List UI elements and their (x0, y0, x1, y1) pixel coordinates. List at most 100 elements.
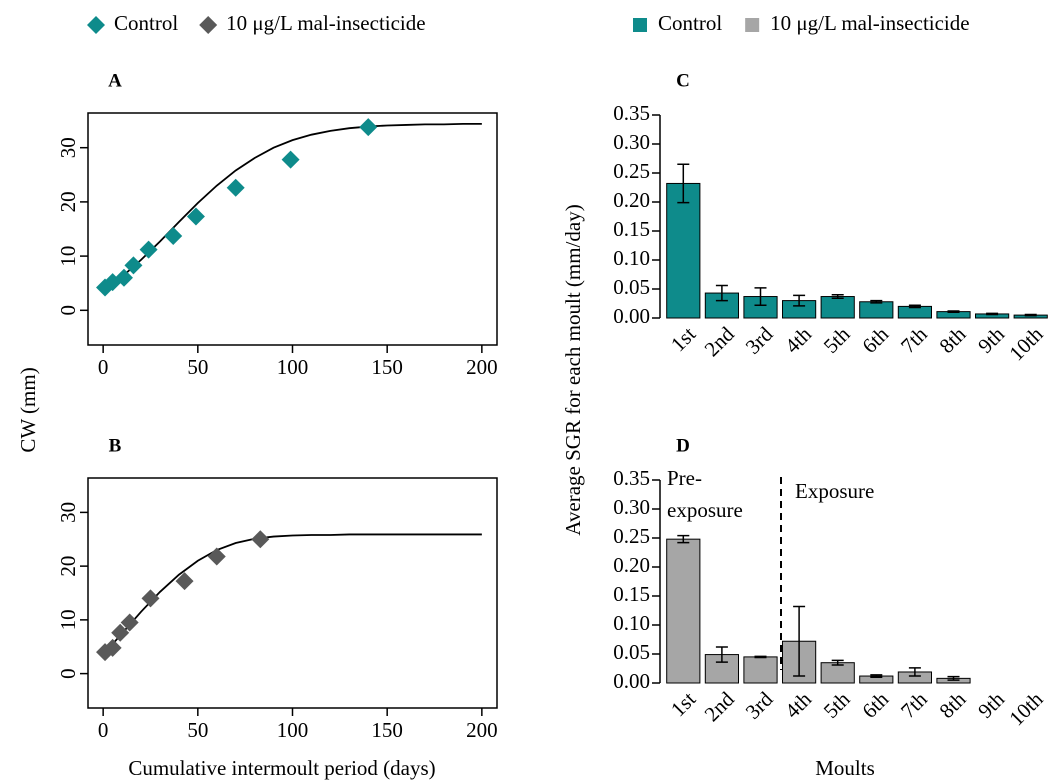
error-bar (908, 304, 921, 309)
y-tick-label: 20 (56, 556, 80, 577)
y-tick-label: 0.30 (613, 130, 650, 154)
point (359, 118, 378, 137)
bar (666, 538, 701, 684)
error-bar (754, 287, 767, 306)
plot-frame (87, 112, 498, 346)
x-tick-label: 100 (277, 718, 309, 742)
x-tick-label: 5th (819, 322, 855, 358)
bar (666, 182, 701, 319)
point (120, 613, 139, 632)
y-tick-label: 0.35 (613, 466, 650, 490)
error-bar (793, 605, 806, 677)
y-tick-label: 0 (56, 305, 80, 316)
legend-marker (87, 16, 105, 34)
bar (743, 656, 778, 684)
error-bar (908, 667, 921, 677)
y-tick-label: 0.20 (613, 553, 650, 577)
x-tick-label: 5th (819, 687, 855, 723)
y-tick-label: 10 (56, 609, 80, 630)
y-tick-label: 0.10 (613, 611, 650, 635)
y-tick-label: 0.15 (613, 217, 650, 241)
panel-title: C (676, 70, 690, 91)
x-tick-label: 4th (780, 687, 816, 723)
y-tick-label: 10 (56, 246, 80, 267)
point (141, 589, 160, 608)
y-axis-label: CW (mm) (16, 367, 40, 452)
point (281, 150, 300, 169)
x-tick-label: 100 (277, 355, 309, 379)
point (111, 623, 130, 642)
y-tick-label: 0.10 (613, 246, 650, 270)
annotation: Pre- (667, 466, 702, 490)
point (207, 547, 226, 566)
annotation: exposure (667, 498, 743, 522)
point (251, 530, 270, 549)
y-tick-label: 0.05 (613, 640, 650, 664)
point (114, 268, 133, 287)
bar (820, 296, 855, 319)
x-tick-label: 150 (371, 718, 403, 742)
x-tick-label: 2nd (700, 322, 740, 362)
x-tick-label: 10th (1004, 322, 1048, 366)
point (139, 240, 158, 259)
point (226, 178, 245, 197)
legend-label: Control (114, 11, 178, 35)
x-tick-label: 6th (857, 687, 893, 723)
x-tick-label: 50 (187, 718, 208, 742)
point (124, 256, 143, 275)
x-tick-label: 7th (896, 322, 932, 358)
y-tick-label: 0 (56, 668, 80, 679)
y-tick-label: 0.25 (613, 524, 650, 548)
error-bar (870, 674, 883, 678)
error-bar (947, 310, 960, 313)
x-tick-label: 3rd (741, 322, 778, 359)
error-bar (831, 294, 844, 300)
y-tick-label: 0.35 (613, 101, 650, 125)
error-bar (715, 646, 728, 663)
error-bar (677, 534, 690, 544)
y-tick-label: 20 (56, 191, 80, 212)
legend-label: 10 μg/L mal-insecticide (770, 11, 969, 35)
error-bar (793, 294, 806, 307)
y-tick-label: 0.30 (613, 495, 650, 519)
y-axis-label: Average SGR for each moult (mm/day) (561, 204, 585, 535)
point (186, 207, 205, 226)
x-tick-label: 0 (98, 718, 109, 742)
y-tick-label: 0.25 (613, 159, 650, 183)
panel-title: A (108, 70, 122, 91)
fit-curve (102, 533, 482, 656)
legend-label: Control (658, 11, 722, 35)
y-tick-label: 30 (56, 502, 80, 523)
bar (859, 301, 894, 319)
error-bar (986, 312, 999, 316)
fit-curve (102, 122, 482, 293)
x-tick-label: 9th (973, 322, 1009, 358)
x-axis-label: Moults (815, 756, 875, 780)
point (175, 572, 194, 591)
x-tick-label: 50 (187, 355, 208, 379)
panel-title: B (109, 435, 122, 456)
x-tick-label: 9th (973, 687, 1009, 723)
legend-marker (745, 18, 760, 32)
x-tick-label: 2nd (700, 687, 740, 727)
y-tick-label: 30 (56, 137, 80, 158)
x-tick-label: 10th (1004, 687, 1048, 731)
x-tick-label: 150 (371, 355, 403, 379)
x-tick-label: 7th (896, 687, 932, 723)
point (164, 227, 183, 246)
error-bar (1024, 313, 1037, 317)
x-tick-label: 3rd (741, 687, 778, 724)
error-bar (947, 675, 960, 681)
legend-marker (633, 18, 647, 32)
error-bar (870, 299, 883, 304)
x-tick-label: 0 (98, 355, 109, 379)
x-tick-label: 4th (780, 322, 816, 358)
x-tick-label: 200 (466, 718, 498, 742)
y-tick-label: 0.20 (613, 188, 650, 212)
panel-title: D (676, 435, 690, 456)
x-tick-label: 200 (466, 355, 498, 379)
error-bar (831, 659, 844, 666)
x-axis-label: Cumulative intermoult period (days) (128, 756, 435, 780)
error-bar (677, 163, 690, 204)
